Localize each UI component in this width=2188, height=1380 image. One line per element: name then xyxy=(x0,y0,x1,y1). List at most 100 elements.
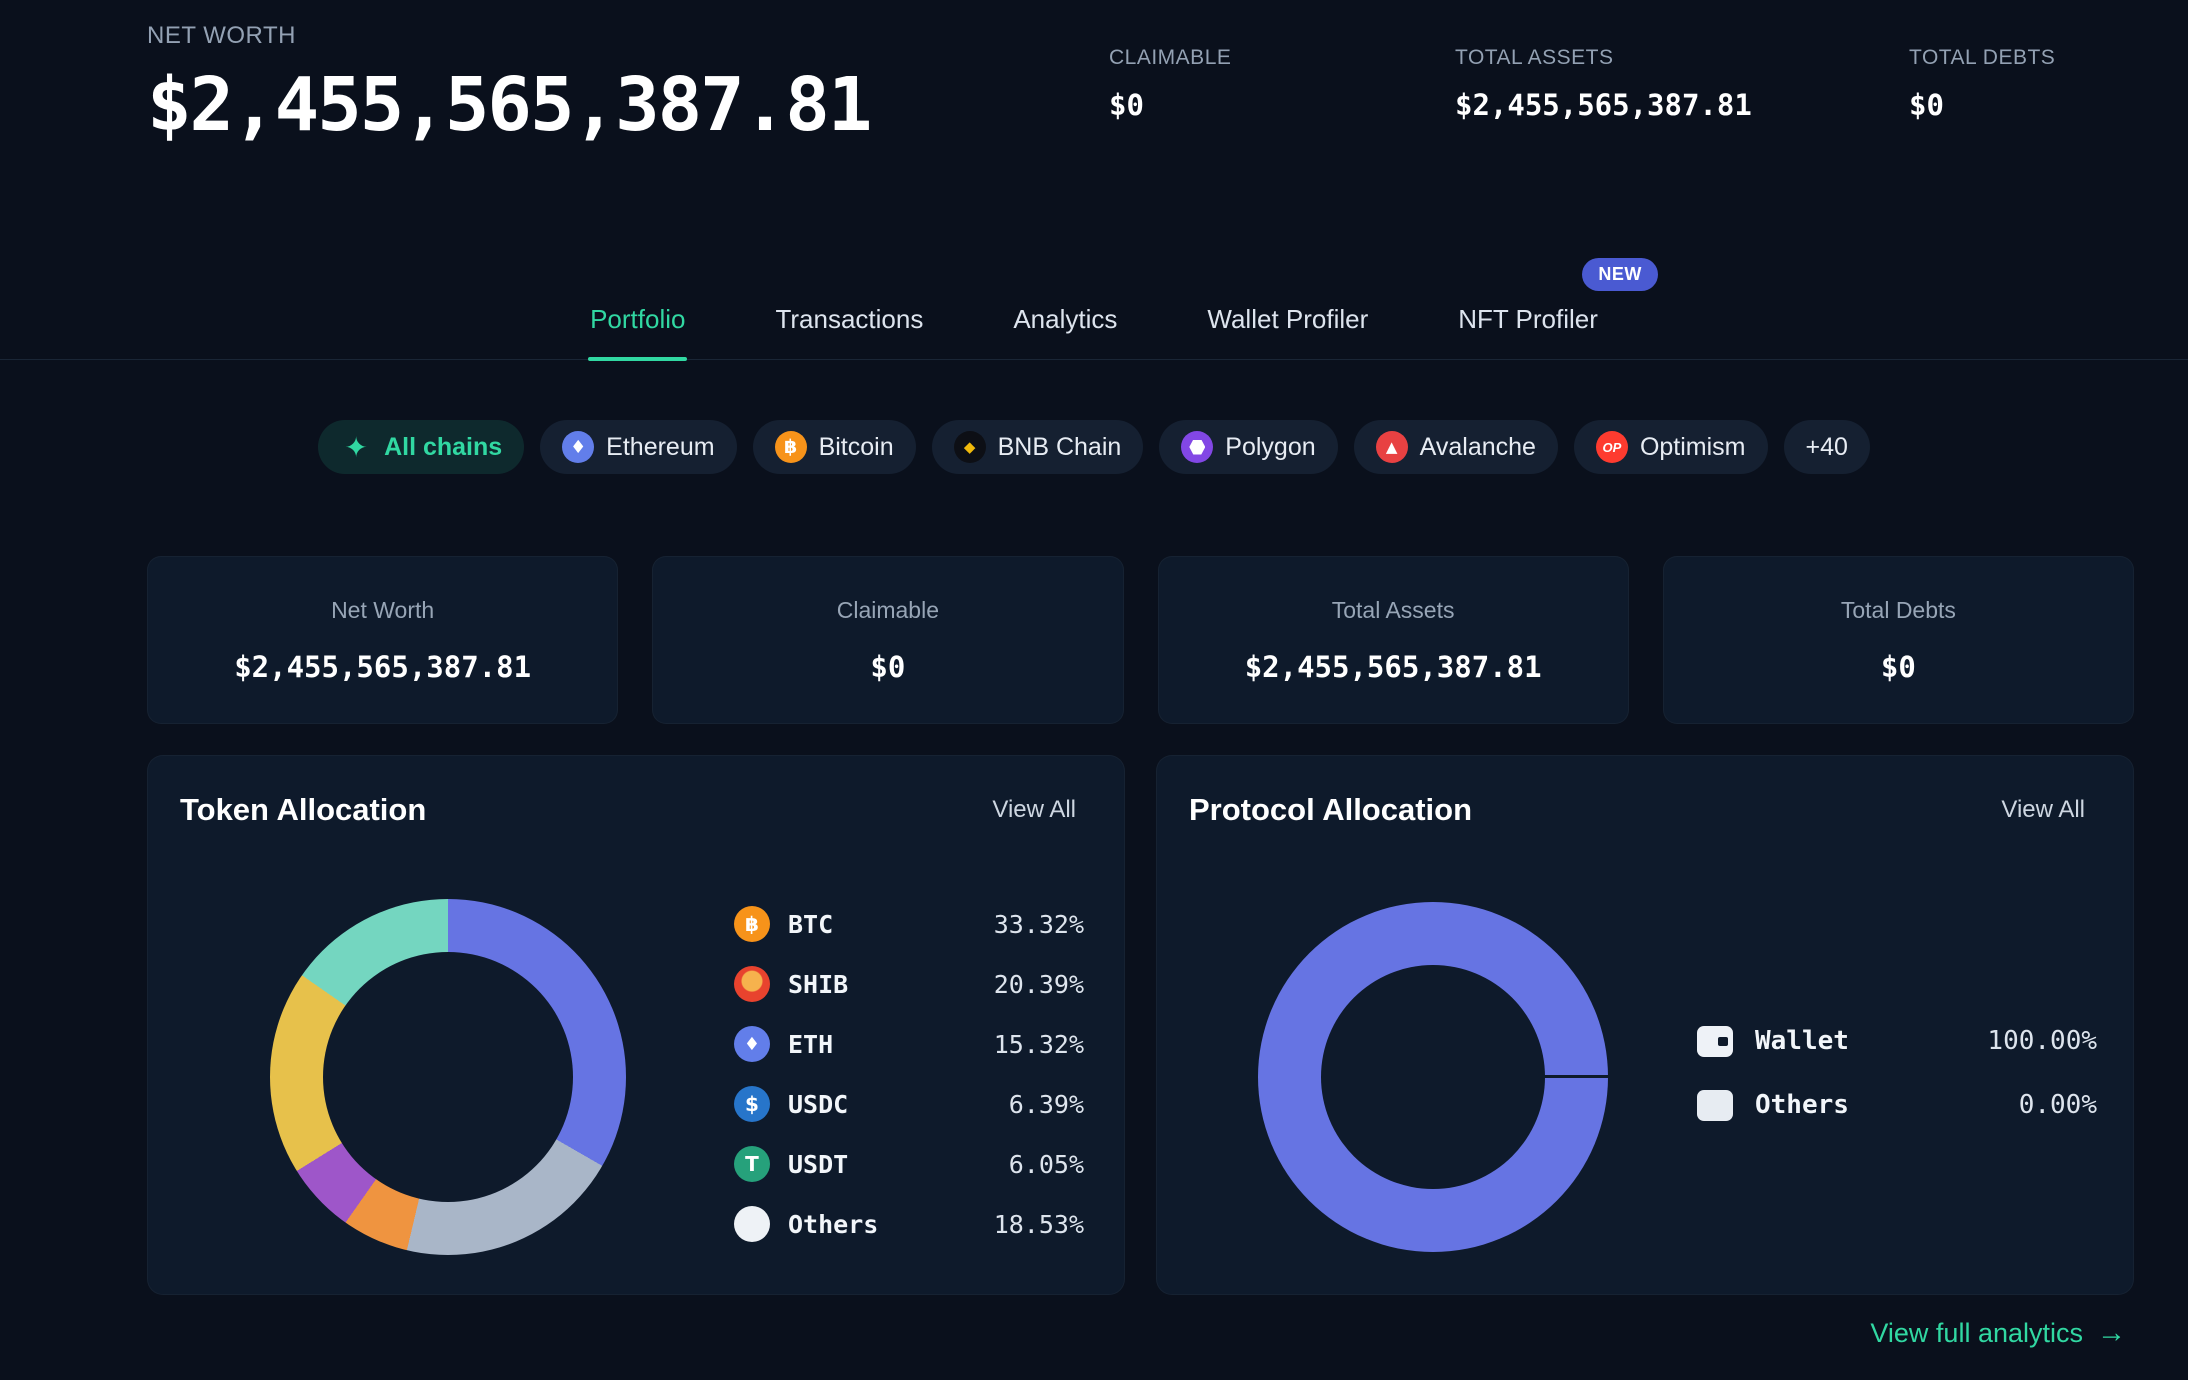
tab-bar: Portfolio Transactions Analytics Wallet … xyxy=(0,258,2188,361)
eth-icon: ♦ xyxy=(734,1026,770,1062)
view-full-analytics-label: View full analytics xyxy=(1870,1318,2083,1348)
avalanche-icon: ▲ xyxy=(1375,431,1408,463)
chain-chip-bnb-chain[interactable]: ◆ BNB Chain xyxy=(931,420,1144,474)
net-worth-label: NET WORTH xyxy=(147,22,296,49)
claimable-label: CLAIMABLE xyxy=(1109,46,1232,69)
chain-chip-ethereum[interactable]: ♦ Ethereum xyxy=(540,420,737,474)
shib-icon xyxy=(734,966,770,1002)
tab-analytics[interactable]: Analytics xyxy=(1011,286,1119,359)
token-view-all-link[interactable]: View All xyxy=(992,796,1076,823)
chain-chip-label: BNB Chain xyxy=(997,432,1122,461)
card-claimable: Claimable $0 xyxy=(652,556,1124,724)
legend-row-others: Others 0.00% xyxy=(1697,1086,2097,1124)
total-assets-label: TOTAL ASSETS xyxy=(1455,46,1614,69)
chain-chip-label: Ethereum xyxy=(606,432,715,461)
ethereum-icon: ♦ xyxy=(562,431,595,463)
optimism-icon: OP xyxy=(1595,431,1628,463)
chain-chip-optimism[interactable]: OP Optimism xyxy=(1573,420,1768,474)
usdt-icon: T xyxy=(734,1146,770,1182)
view-full-analytics-link[interactable]: View full analytics → xyxy=(1870,1317,2126,1350)
protocol-view-all-link[interactable]: View All xyxy=(2001,796,2085,823)
chain-filter-bar: ✦ All chains ♦ Ethereum ฿ Bitcoin ◆ BNB … xyxy=(0,420,2188,474)
polygon-icon xyxy=(1181,431,1214,463)
card-value: $0 xyxy=(1880,649,1916,684)
arrow-right-icon: → xyxy=(2097,1317,2126,1349)
claimable-value: $0 xyxy=(1109,88,1144,122)
total-debts-value: $0 xyxy=(1909,88,1944,122)
token-percent: 18.53% xyxy=(993,1209,1084,1239)
tab-transactions[interactable]: Transactions xyxy=(773,286,925,359)
protocol-allocation-donut-chart xyxy=(1258,902,1608,1252)
header: NET WORTH $2,455,565,387.81 CLAIMABLE $0… xyxy=(0,0,2188,148)
card-label: Net Worth xyxy=(331,596,435,623)
wallet-icon xyxy=(1697,1025,1733,1057)
token-legend: ฿ BTC 33.32% SHIB 20.39% ♦ ETH 15.32% $ … xyxy=(734,906,1084,1242)
token-percent: 6.05% xyxy=(1008,1149,1084,1179)
chain-chip-all-chains[interactable]: ✦ All chains xyxy=(318,420,525,474)
others-protocol-icon xyxy=(1697,1089,1733,1121)
token-symbol: USDC xyxy=(788,1089,849,1119)
card-label: Total Debts xyxy=(1840,596,1956,623)
tab-analytics-label: Analytics xyxy=(1013,304,1118,334)
token-allocation-title: Token Allocation xyxy=(180,792,427,827)
token-symbol: BTC xyxy=(788,909,834,939)
protocol-name: Others xyxy=(1755,1090,1849,1120)
card-total-assets: Total Assets $2,455,565,387.81 xyxy=(1157,556,1629,724)
total-debts-label: TOTAL DEBTS xyxy=(1909,46,2056,69)
token-percent: 15.32% xyxy=(993,1029,1084,1059)
chain-chip-polygon[interactable]: Polygon xyxy=(1159,420,1338,474)
card-net-worth: Net Worth $2,455,565,387.81 xyxy=(147,556,619,724)
tab-wallet-profiler-label: Wallet Profiler xyxy=(1207,304,1369,334)
all-chains-icon: ✦ xyxy=(344,430,368,464)
total-assets-stat: TOTAL ASSETS $2,455,565,387.81 xyxy=(1455,46,1752,122)
token-symbol: ETH xyxy=(788,1029,834,1059)
card-label: Claimable xyxy=(836,596,939,623)
footer: View full analytics → xyxy=(0,1317,2126,1350)
new-badge: NEW xyxy=(1582,258,1658,291)
protocol-allocation-header: Protocol Allocation View All xyxy=(1157,756,2133,828)
chain-chip-avalanche[interactable]: ▲ Avalanche xyxy=(1353,420,1558,474)
total-debts-stat: TOTAL DEBTS $0 xyxy=(1909,46,2055,122)
token-percent: 6.39% xyxy=(1008,1089,1084,1119)
legend-row-usdt: T USDT 6.05% xyxy=(734,1146,1084,1182)
token-percent: 33.32% xyxy=(993,909,1084,939)
btc-icon: ฿ xyxy=(734,906,770,942)
protocol-legend: Wallet 100.00% Others 0.00% xyxy=(1697,1022,2097,1124)
token-symbol: SHIB xyxy=(788,969,849,999)
bitcoin-icon: ฿ xyxy=(774,431,807,463)
net-worth-value: $2,455,565,387.81 xyxy=(147,62,872,148)
token-percent: 20.39% xyxy=(993,969,1084,999)
protocol-allocation-title: Protocol Allocation xyxy=(1189,792,1473,827)
token-symbol: Others xyxy=(788,1209,879,1239)
chain-chip-more[interactable]: +40 xyxy=(1783,420,1870,474)
tab-portfolio-label: Portfolio xyxy=(590,304,686,334)
card-value: $2,455,565,387.81 xyxy=(1244,649,1542,684)
tab-nft-profiler-label: NFT Profiler xyxy=(1458,304,1598,334)
hexagon-shape xyxy=(1189,439,1206,455)
tab-transactions-label: Transactions xyxy=(775,304,924,334)
chain-chip-label: Bitcoin xyxy=(818,432,894,461)
usdc-icon: $ xyxy=(734,1086,770,1122)
legend-row-usdc: $ USDC 6.39% xyxy=(734,1086,1084,1122)
chain-chip-bitcoin[interactable]: ฿ Bitcoin xyxy=(752,420,916,474)
chain-chip-label: Polygon xyxy=(1225,432,1316,461)
card-value: $0 xyxy=(870,649,906,684)
legend-row-shib: SHIB 20.39% xyxy=(734,966,1084,1002)
chain-chip-more-label: +40 xyxy=(1805,432,1848,461)
tab-wallet-profiler[interactable]: Wallet Profiler xyxy=(1205,286,1370,359)
portfolio-dashboard: NET WORTH $2,455,565,387.81 CLAIMABLE $0… xyxy=(0,0,2188,1350)
protocol-name: Wallet xyxy=(1755,1026,1849,1056)
legend-row-btc: ฿ BTC 33.32% xyxy=(734,906,1084,942)
card-total-debts: Total Debts $0 xyxy=(1662,556,2134,724)
chain-chip-label: Avalanche xyxy=(1419,432,1536,461)
token-allocation-donut-chart xyxy=(270,899,626,1255)
protocol-allocation-panel: Protocol Allocation View All Wallet 100.… xyxy=(1156,755,2134,1295)
tab-nft-profiler[interactable]: NEW NFT Profiler xyxy=(1456,258,1658,359)
legend-row-eth: ♦ ETH 15.32% xyxy=(734,1026,1084,1062)
tab-portfolio[interactable]: Portfolio xyxy=(588,286,688,361)
chain-chip-label: Optimism xyxy=(1639,432,1746,461)
net-worth-block: NET WORTH $2,455,565,387.81 xyxy=(147,22,872,148)
chain-chip-label: All chains xyxy=(384,432,503,461)
token-symbol: USDT xyxy=(788,1149,849,1179)
summary-cards: Net Worth $2,455,565,387.81 Claimable $0… xyxy=(147,556,2134,724)
